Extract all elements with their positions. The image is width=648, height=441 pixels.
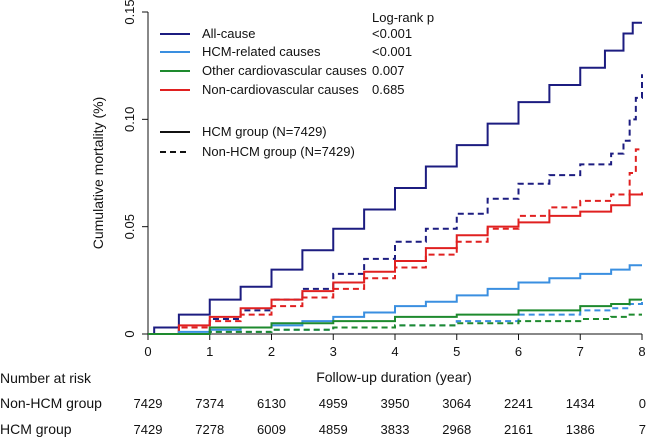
risk-cell: 7429	[134, 396, 163, 411]
legend-label: Other cardiovascular causes	[202, 63, 367, 78]
legend-logrank-header: Log-rank p	[372, 10, 434, 25]
legend-pvalue: 0.685	[372, 82, 405, 97]
legend-group-label: HCM group (N=7429)	[202, 124, 327, 139]
axes: 0 1 2 3 4 5 6 7 8 0 0.05 0.10 0.15 Follow-up duration…	[90, 0, 646, 385]
legend-pvalue: 0.007	[372, 63, 405, 78]
x-tick-label: 5	[453, 344, 460, 359]
x-tick-label: 6	[515, 344, 522, 359]
legend-label: All-cause	[202, 26, 255, 41]
series-line-6	[148, 298, 642, 335]
risk-cell: 1434	[566, 396, 595, 411]
legend-pvalue: <0.001	[372, 26, 412, 41]
x-tick-label: 0	[144, 344, 151, 359]
risk-cell: 7429	[134, 422, 163, 437]
x-tick-label: 4	[391, 344, 398, 359]
risk-cell: 0	[639, 396, 646, 411]
y-axis-title: Cumulative mortality (%)	[90, 97, 106, 249]
legend-pvalue: <0.001	[372, 44, 412, 59]
legend-label: Non-cardiovascular causes	[202, 82, 359, 97]
x-tick-label: 8	[638, 344, 645, 359]
risk-row-label: Non-HCM group	[0, 395, 102, 411]
risk-cell: 4859	[319, 422, 348, 437]
risk-table: Number at risk Non-HCM group 7429 7374 6130 4…	[0, 370, 646, 437]
x-tick-label: 2	[268, 344, 275, 359]
risk-cell: 6130	[257, 396, 286, 411]
y-tick-label: 0.10	[122, 107, 137, 132]
risk-cell: 7	[639, 422, 646, 437]
x-tick-label: 3	[330, 344, 337, 359]
series-line-7	[148, 313, 642, 335]
risk-cell: 2968	[442, 422, 471, 437]
series-line-3	[148, 148, 642, 335]
risk-cell: 1386	[566, 422, 595, 437]
x-tick-label: 7	[577, 344, 584, 359]
series-group	[148, 21, 643, 335]
risk-table-title: Number at risk	[0, 370, 92, 386]
legend-label: HCM-related causes	[202, 44, 321, 59]
risk-cell: 3064	[442, 396, 471, 411]
series-line-4	[148, 264, 642, 335]
y-tick-label: 0	[122, 330, 137, 337]
risk-cell: 2241	[504, 396, 533, 411]
legend: Log-rank p All-cause <0.001 HCM-related cau…	[160, 10, 434, 159]
y-tick-label: 0.15	[122, 0, 137, 25]
x-axis-title: Follow-up duration (year)	[316, 369, 472, 385]
series-line-0	[148, 21, 642, 335]
risk-row-label: HCM group	[0, 421, 72, 437]
risk-cell: 2161	[504, 422, 533, 437]
risk-cell: 7374	[195, 396, 224, 411]
risk-cell: 4959	[319, 396, 348, 411]
series-line-1	[148, 74, 643, 335]
risk-cell: 6009	[257, 422, 286, 437]
x-tick-label: 1	[206, 344, 213, 359]
legend-group-label: Non-HCM group (N=7429)	[202, 144, 355, 159]
y-tick-label: 0.05	[122, 214, 137, 239]
risk-cell: 3950	[381, 396, 410, 411]
risk-cell: 7278	[195, 422, 224, 437]
risk-cell: 3833	[381, 422, 410, 437]
